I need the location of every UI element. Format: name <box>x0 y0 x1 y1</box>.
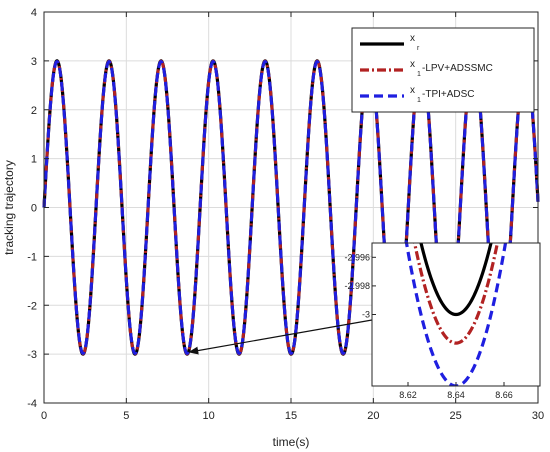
legend-label-suffix: -LPV+ADSSMC <box>422 63 493 74</box>
legend-label-sub: r <box>417 45 420 52</box>
legend-label-main: x <box>410 59 415 70</box>
x-tick-label: 5 <box>123 410 129 422</box>
legend-label-suffix: -TPI+ADSC <box>422 89 475 100</box>
inset-x-tick-label: 8.66 <box>495 390 513 400</box>
y-tick-label: -3 <box>27 349 37 361</box>
inset-x-tick-label: 8.62 <box>399 390 417 400</box>
inset-plot: 8.62 8.64 8.66 -2.996 -2.998 -3 <box>344 242 541 400</box>
legend-label-main: x <box>410 33 415 44</box>
arrow-line <box>188 319 373 355</box>
y-axis-label: tracking trajectory <box>2 160 16 255</box>
x-tick-label: 10 <box>203 410 215 422</box>
y-tick-label: 1 <box>31 154 37 166</box>
y-tick-label: 3 <box>31 56 37 68</box>
x-axis-label: time(s) <box>273 435 310 449</box>
y-tick-label: 0 <box>31 203 37 215</box>
y-tick-label: 4 <box>31 7 37 19</box>
annotation-arrow <box>188 319 373 355</box>
y-tick-label: 2 <box>31 105 37 117</box>
legend-label-sub: 1 <box>417 97 421 104</box>
legend-label-main: x <box>410 85 415 96</box>
inset-y-tick-label: -2.996 <box>344 252 370 262</box>
inset-y-tick-label: -2.998 <box>344 281 370 291</box>
legend-label-sub: 1 <box>417 71 421 78</box>
y-tick-label: -1 <box>27 251 37 263</box>
inset-x-tick-label: 8.64 <box>447 390 465 400</box>
y-tick-label: -2 <box>27 300 37 312</box>
y-tick-label: -4 <box>27 398 37 410</box>
x-tick-label: 15 <box>285 410 297 422</box>
x-tick-label: 25 <box>450 410 462 422</box>
inset-curves <box>404 243 508 386</box>
x-tick-label: 20 <box>367 410 379 422</box>
x-tick-label: 30 <box>532 410 544 422</box>
inset-y-tick-label: -3 <box>362 310 370 320</box>
x-tick-label: 0 <box>41 410 47 422</box>
inset-series-line-1 <box>419 243 493 317</box>
inset-series-line-2 <box>412 243 500 345</box>
